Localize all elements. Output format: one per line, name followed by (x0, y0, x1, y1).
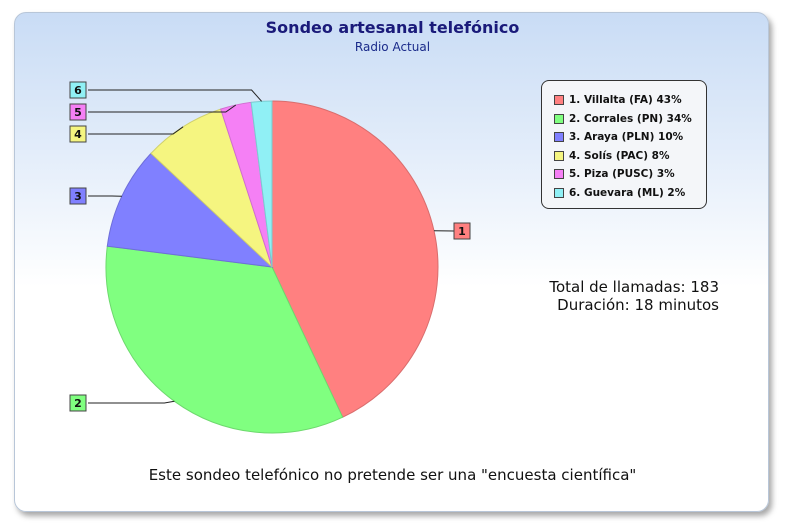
callout-label: 3 (74, 190, 82, 203)
legend-swatch (554, 187, 564, 198)
duration: Duración: 18 minutos (557, 296, 719, 314)
callout-label: 2 (74, 397, 82, 410)
pie-slice (105, 245, 344, 434)
legend-item: 6. Guevara (ML) 2% (554, 184, 706, 203)
total-calls: Total de llamadas: 183 (549, 278, 719, 296)
callout-label: 5 (74, 106, 82, 119)
callout-box (69, 103, 87, 121)
chart-title: Sondeo artesanal telefónico (265, 18, 520, 37)
callout-label: 1 (458, 225, 466, 238)
legend-label: 3. Araya (PLN) 10% (569, 131, 684, 144)
callout-label: 6 (74, 84, 82, 97)
legend-swatch (554, 132, 564, 143)
legend-item: 1. Villalta (FA) 43% (554, 91, 706, 110)
pie-slice (250, 100, 273, 268)
callout-line (88, 104, 237, 113)
pie-slice (106, 152, 274, 268)
callout-line (88, 400, 175, 404)
legend-swatch (554, 113, 564, 124)
summary: Total de llamadas: 183 Duración: 18 minu… (549, 278, 719, 314)
legend-item: 3. Araya (PLN) 10% (554, 128, 706, 147)
callout-box (453, 222, 471, 240)
legend-item: 5. Piza (PUSC) 3% (554, 165, 706, 184)
chart-subtitle: Radio Actual (354, 40, 431, 54)
callout-line (88, 89, 262, 102)
callout-box (69, 394, 87, 412)
legend-swatch (554, 169, 564, 180)
legend-swatch (554, 95, 564, 106)
legend-label: 5. Piza (PUSC) 3% (569, 168, 675, 181)
legend-item: 4. Solís (PAC) 8% (554, 147, 706, 166)
callout-box (69, 125, 87, 143)
legend-label: 1. Villalta (FA) 43% (569, 94, 682, 107)
callout-box (69, 187, 87, 205)
callout-line (88, 126, 184, 135)
legend-item: 2. Corrales (PN) 34% (554, 110, 706, 129)
legend-label: 4. Solís (PAC) 8% (569, 149, 670, 162)
legend-label: 2. Corrales (PN) 34% (569, 112, 692, 125)
footer-note: Este sondeo telefónico no pretende ser u… (148, 466, 637, 484)
callout-box (69, 81, 87, 99)
legend-swatch (554, 150, 564, 161)
legend: 1. Villalta (FA) 43% 2. Corrales (PN) 34… (541, 80, 707, 209)
pie-slice (271, 100, 439, 418)
legend-label: 6. Guevara (ML) 2% (569, 186, 686, 199)
callout-label: 4 (74, 128, 82, 141)
